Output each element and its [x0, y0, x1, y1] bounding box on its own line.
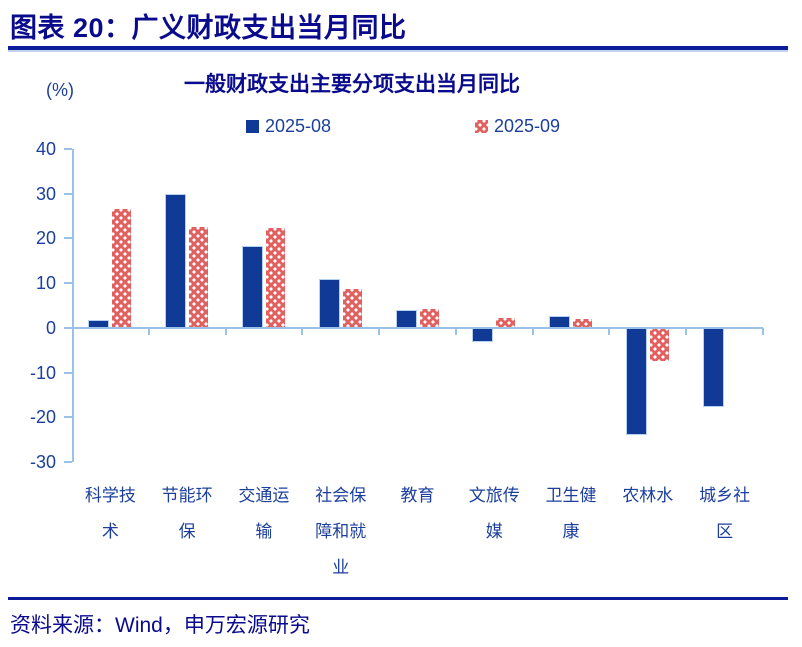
legend-item-2025-08: 2025-08	[246, 116, 331, 137]
legend-item-2025-09: 2025-09	[475, 116, 560, 137]
x-axis-category-label: 社会保障和就业	[302, 478, 379, 586]
x-axis-category-text: 城乡社区	[699, 486, 751, 541]
x-axis-category-label: 文旅传媒	[456, 478, 533, 550]
legend-swatch-2025-09	[475, 120, 488, 133]
footer-divider	[8, 597, 788, 600]
x-axis-category-label: 教育	[379, 478, 456, 514]
x-axis-category-label: 节能环保	[149, 478, 226, 550]
x-axis-category-label: 卫生健康	[533, 478, 610, 550]
bar-series2-cat2	[265, 228, 285, 328]
y-axis-tick-label: -30	[29, 452, 56, 472]
bar-series2-cat3	[342, 288, 362, 328]
chart-title: 一般财政支出主要分项支出当月同比	[184, 73, 520, 96]
bar-series1-cat7	[626, 327, 646, 435]
source-note: 资料来源：Wind，申万宏源研究	[10, 614, 310, 637]
x-axis-tick	[147, 327, 150, 335]
y-axis-tick	[64, 282, 72, 285]
x-axis-tick	[608, 327, 611, 335]
x-axis-line	[72, 326, 763, 329]
bar-series1-cat4	[396, 310, 416, 328]
x-axis-category-text: 文旅传媒	[468, 486, 520, 541]
bar-series1-cat1	[166, 194, 186, 328]
y-axis-tick-label: 30	[35, 183, 56, 204]
x-axis-tick	[531, 327, 534, 335]
bar-series1-cat2	[242, 247, 262, 328]
y-axis-tick	[64, 237, 72, 240]
y-axis-tick	[64, 192, 72, 195]
y-axis-tick	[64, 371, 72, 374]
y-axis-tick	[64, 416, 72, 419]
x-axis-tick	[224, 327, 227, 335]
x-axis-category-text: 卫生健康	[545, 486, 597, 541]
title-divider	[8, 46, 788, 50]
x-axis-tick	[378, 327, 381, 335]
x-axis-category-label: 农林水	[609, 478, 686, 514]
x-axis-category-text: 教育	[400, 486, 435, 505]
page-title: 图表 20：广义财政支出当月同比	[10, 13, 407, 43]
plot-area	[64, 148, 764, 463]
x-axis-tick	[762, 327, 764, 335]
bar-series2-cat5	[496, 317, 516, 328]
legend-label-2025-08: 2025-08	[265, 116, 332, 136]
x-axis-category-text: 交通运输	[238, 486, 290, 541]
x-axis-tick	[685, 327, 688, 335]
y-axis-tick-label: -20	[29, 407, 56, 428]
y-axis-tick	[64, 461, 72, 463]
legend-swatch-2025-08	[246, 120, 259, 133]
x-axis-category-text: 科学技术	[84, 486, 136, 541]
y-axis-tick-label: -10	[29, 362, 56, 383]
bar-series1-cat0	[89, 321, 109, 328]
y-axis-tick	[64, 326, 72, 329]
x-axis-category-text: 节能环保	[161, 486, 213, 541]
legend-label-2025-09: 2025-09	[494, 116, 561, 136]
x-axis-category-label: 城乡社区	[686, 478, 763, 550]
y-axis-line	[72, 149, 74, 462]
bar-series1-cat6	[550, 317, 570, 328]
bar-series2-cat4	[419, 308, 439, 328]
bar-series2-cat6	[573, 319, 593, 328]
x-axis-category-text: 社会保障和就业	[315, 486, 367, 577]
bar-series1-cat3	[319, 279, 339, 328]
bar-series2-cat0	[112, 209, 132, 328]
bar-series1-cat5	[473, 327, 493, 341]
x-axis-tick	[454, 327, 457, 335]
x-axis-category-label: 科学技术	[72, 478, 149, 550]
y-axis-tick-label: 20	[35, 228, 56, 249]
y-axis-tick	[64, 148, 72, 150]
y-axis-tick-label: 10	[35, 273, 56, 294]
bar-series2-cat1	[189, 227, 209, 328]
y-axis-tick-label: 0	[45, 317, 56, 338]
y-axis-tick-label: 40	[35, 139, 56, 159]
y-axis-unit-label: (%)	[46, 80, 74, 100]
bar-series2-cat7	[649, 327, 669, 361]
bar-series1-cat8	[703, 327, 723, 407]
x-axis-tick	[301, 327, 304, 335]
x-axis-category-text: 农林水	[622, 486, 674, 505]
x-axis-category-label: 交通运输	[226, 478, 303, 550]
